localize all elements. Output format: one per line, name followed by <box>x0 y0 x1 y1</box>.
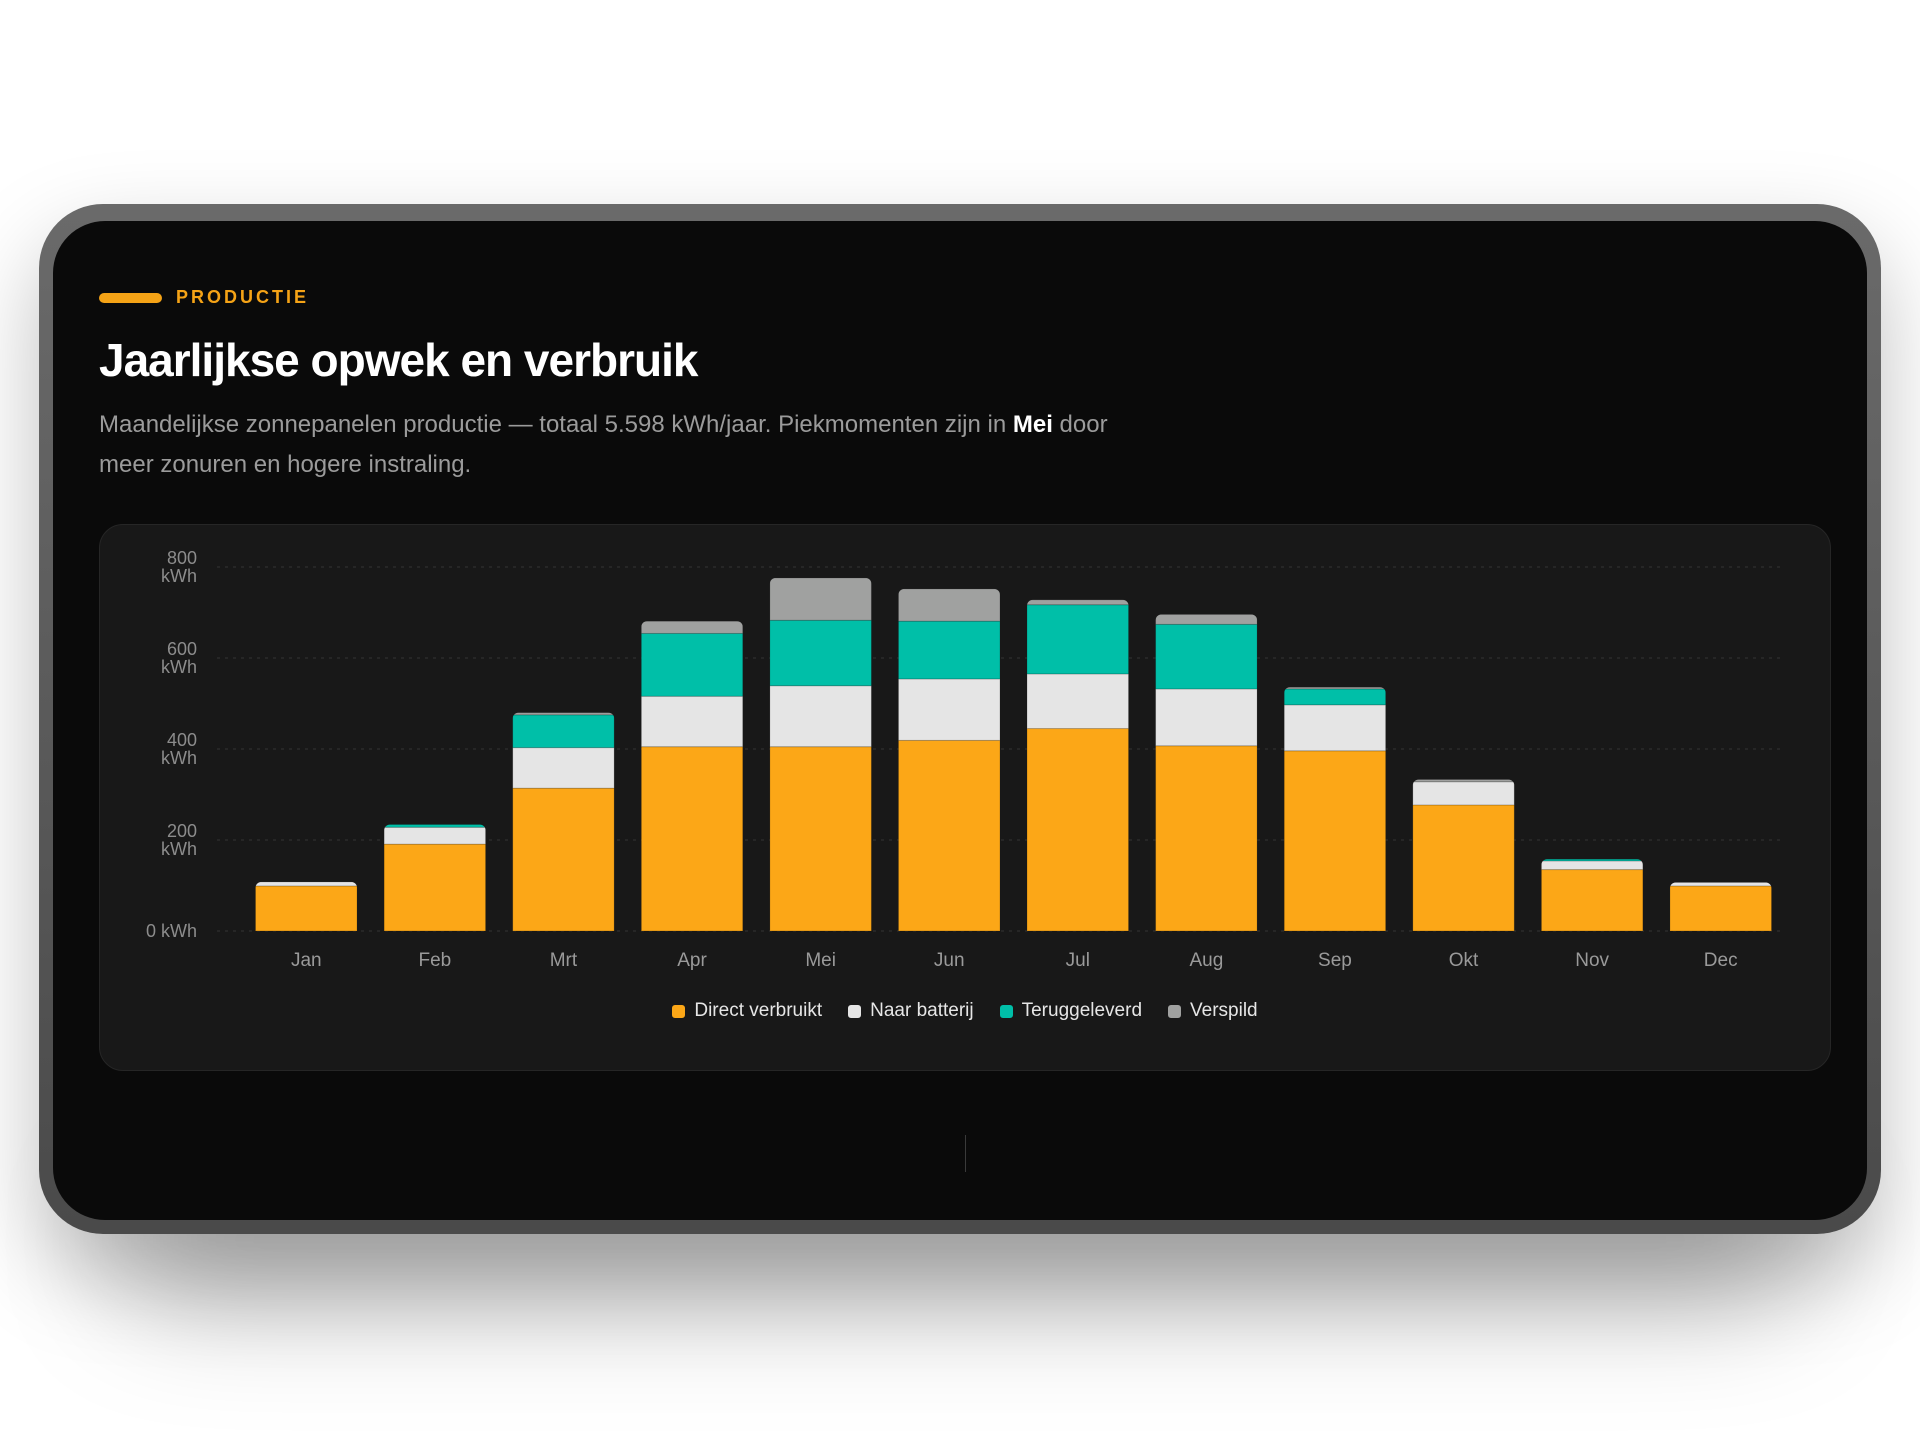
bar-segment-direct-verbruikt <box>898 739 1000 932</box>
bar-segment-verspild <box>1412 779 1515 783</box>
home-indicator <box>965 1135 966 1172</box>
bar-segment-naar-batterij <box>1669 882 1772 887</box>
x-tick-label: Jul <box>1066 950 1090 971</box>
legend-item[interactable]: Direct verbruikt <box>672 1000 822 1022</box>
bar-segment-direct-verbruikt <box>1541 869 1643 932</box>
bar-segment-teruggeleverd <box>641 632 743 697</box>
bar-segment-naar-batterij <box>1412 781 1515 806</box>
legend-item[interactable]: Teruggeleverd <box>999 1000 1143 1022</box>
legend-swatch <box>999 1004 1013 1018</box>
page-title: Jaarlijkse opwek en verbruik <box>99 334 698 386</box>
bar-feb <box>384 824 486 932</box>
subtitle-highlight: Mei <box>1012 411 1053 438</box>
page-subtitle: Maandelijkse zonnepanelen productie — to… <box>99 405 1159 485</box>
legend-label: Teruggeleverd <box>1021 1000 1143 1021</box>
x-tick-label: Jan <box>291 950 322 971</box>
y-tick-label: 200 kWh <box>161 821 197 859</box>
legend-label: Direct verbruikt <box>694 1000 823 1021</box>
subtitle-text-end: door meer zonuren en hogere instraling. <box>99 411 1108 478</box>
x-tick-label: Dec <box>1704 950 1738 971</box>
x-tick-label: Jun <box>934 950 965 971</box>
y-tick-label: 0 kWh <box>146 921 197 941</box>
bar-okt <box>1412 779 1515 932</box>
bar-segment-verspild <box>641 621 743 634</box>
subtitle-text: Maandelijkse zonnepanelen productie — to… <box>99 411 1013 438</box>
bar-sep <box>1284 687 1386 932</box>
bar-segment-naar-batterij <box>1541 860 1643 871</box>
bar-segment-verspild <box>512 712 615 716</box>
legend-swatch <box>848 1004 862 1018</box>
bar-segment-naar-batterij <box>1284 704 1386 752</box>
bar-jun <box>898 588 1000 932</box>
x-tick-label: Feb <box>419 950 452 971</box>
bar-segment-teruggeleverd <box>1541 859 1643 862</box>
chart-legend: Direct verbruikt Naar batterij Teruggeleve… <box>100 1000 1830 1022</box>
y-tick-label: 800 kWh <box>161 548 197 586</box>
bar-segment-teruggeleverd <box>1155 623 1258 690</box>
bar-segment-direct-verbruikt <box>1412 804 1515 932</box>
bar-segment-naar-batterij <box>641 695 743 748</box>
y-tick-label: 600 kWh <box>161 639 197 677</box>
bar-mei <box>769 577 872 932</box>
bar-segment-teruggeleverd <box>898 620 1000 680</box>
bar-segment-verspild <box>769 577 872 621</box>
bar-dec <box>1669 882 1772 932</box>
bar-segment-naar-batterij <box>512 747 615 789</box>
bar-segment-naar-batterij <box>769 685 872 748</box>
bar-jul <box>1027 599 1129 932</box>
screen: PRODUCTIE Jaarlijkse opwek en verbruik M… <box>53 221 1867 1220</box>
x-tick-label: Okt <box>1449 950 1479 971</box>
x-tick-label: Aug <box>1189 950 1223 971</box>
bar-segment-teruggeleverd <box>1027 604 1129 675</box>
bar-segment-direct-verbruikt <box>1155 745 1258 932</box>
bar-segment-direct-verbruikt <box>1284 750 1386 932</box>
bar-segment-direct-verbruikt <box>641 746 743 932</box>
bar-segment-teruggeleverd <box>1284 688 1386 706</box>
bar-segment-naar-batterij <box>1027 673 1129 730</box>
bar-segment-naar-batterij <box>898 678 1000 741</box>
bar-segment-teruggeleverd <box>512 714 615 749</box>
x-tick-label: Nov <box>1575 950 1609 971</box>
legend-item[interactable]: Naar batterij <box>848 1000 974 1022</box>
bar-segment-verspild <box>1155 614 1258 625</box>
chart-card: 0 kWh 200 kWh 400 kWh 600 kWh 800 kWh Jan Feb Mrt Ap… <box>99 524 1831 1071</box>
bar-segment-teruggeleverd <box>384 824 486 828</box>
bar-segment-verspild <box>1027 599 1129 606</box>
bar-jan <box>255 881 358 932</box>
x-tick-label: Mrt <box>550 950 578 971</box>
device-frame: PRODUCTIE Jaarlijkse opwek en verbruik M… <box>39 204 1881 1234</box>
bar-segment-direct-verbruikt <box>1027 728 1129 932</box>
bar-segment-direct-verbruikt <box>769 746 872 932</box>
bar-segment-direct-verbruikt <box>512 787 615 932</box>
bar-segment-direct-verbruikt <box>384 843 486 932</box>
bar-apr <box>641 621 743 932</box>
bar-segment-naar-batterij <box>1155 688 1258 747</box>
bar-segment-naar-batterij <box>255 881 358 887</box>
x-tick-label: Apr <box>677 950 707 971</box>
bar-segment-verspild <box>1284 687 1386 690</box>
bar-segment-direct-verbruikt <box>1669 885 1772 932</box>
bar-segment-verspild <box>898 588 1000 622</box>
bar-segment-naar-batterij <box>384 826 486 845</box>
legend-swatch <box>672 1004 686 1018</box>
legend-item[interactable]: Verspild <box>1168 1000 1258 1022</box>
bar-segment-teruggeleverd <box>769 619 872 687</box>
eyebrow-label: PRODUCTIE <box>176 287 310 307</box>
accent-bar <box>99 292 162 303</box>
bar-mrt <box>512 712 615 932</box>
x-tick-label: Sep <box>1318 950 1352 971</box>
stacked-bar-chart: 0 kWh 200 kWh 400 kWh 600 kWh 800 kWh Jan Feb Mrt Ap… <box>146 548 1785 971</box>
x-tick-label: Mei <box>805 950 836 971</box>
legend-swatch <box>1168 1004 1182 1018</box>
y-tick-label: 400 kWh <box>161 730 197 768</box>
bar-segment-direct-verbruikt <box>255 885 358 932</box>
legend-label: Naar batterij <box>870 1000 974 1021</box>
legend-label: Verspild <box>1190 1000 1258 1021</box>
bar-nov <box>1541 859 1643 932</box>
bar-aug <box>1155 614 1258 932</box>
section-eyebrow: PRODUCTIE <box>99 287 309 308</box>
